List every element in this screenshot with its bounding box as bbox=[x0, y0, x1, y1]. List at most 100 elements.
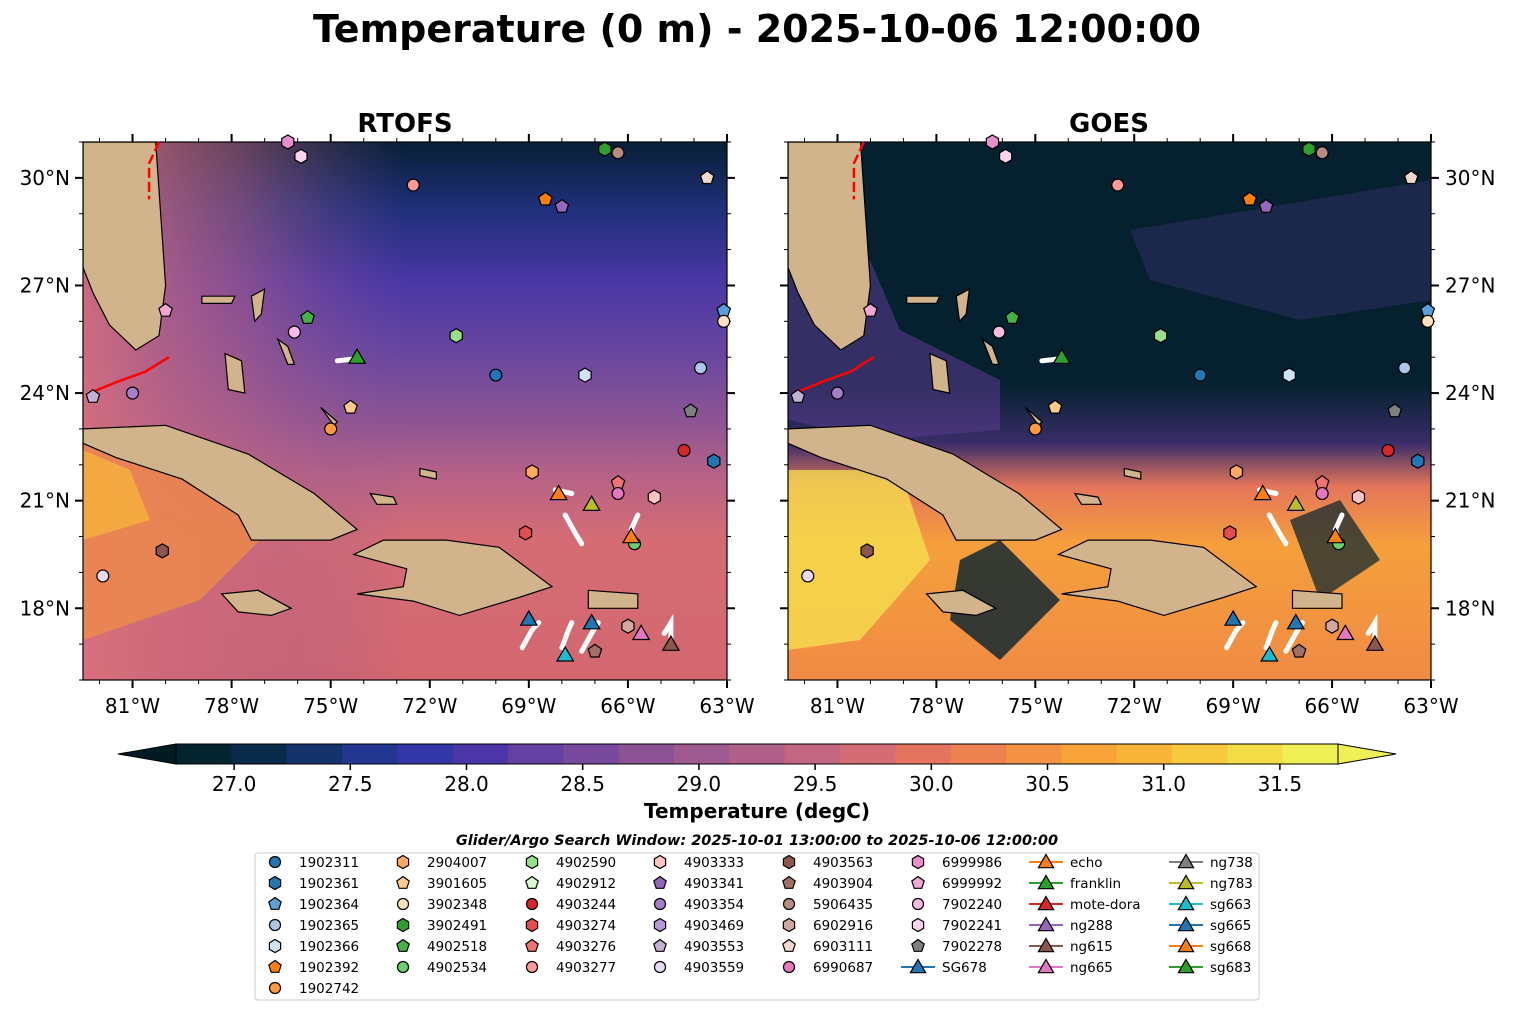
platform-marker-echo bbox=[1253, 484, 1273, 501]
land-long-island bbox=[1024, 406, 1043, 427]
legend-label: 4903333 bbox=[684, 855, 744, 871]
land-andros bbox=[224, 352, 246, 394]
land-turks bbox=[1123, 467, 1142, 480]
goes-y-tick-labels: 30°N 27°N 24°N 21°N 18°N bbox=[1445, 166, 1495, 620]
legend-marker-1902392 bbox=[268, 959, 282, 973]
platform-marker-1902311 bbox=[1193, 368, 1207, 382]
legend-label: sg683 bbox=[1210, 960, 1251, 976]
y-tick-label: 18°N bbox=[20, 596, 70, 620]
legend-marker-1902311 bbox=[268, 855, 282, 869]
colorbar-segment bbox=[563, 744, 620, 764]
glider-track bbox=[559, 620, 575, 651]
platform-marker-4903354 bbox=[830, 386, 845, 400]
legend-marker-1902742 bbox=[268, 981, 282, 995]
land-turks bbox=[419, 467, 437, 480]
platform-marker-5906435 bbox=[611, 146, 625, 160]
y-tick-label: 30°N bbox=[1445, 166, 1495, 190]
legend-label: 4903354 bbox=[684, 897, 744, 913]
legend-label: 4902912 bbox=[556, 876, 616, 892]
platform-marker-1902742 bbox=[324, 422, 338, 436]
glider-track bbox=[1263, 620, 1279, 651]
legend-label: ng738 bbox=[1210, 855, 1253, 871]
x-tick-label: 66°W bbox=[1304, 694, 1359, 718]
legend-label: 4903469 bbox=[684, 918, 744, 934]
colorbar-segment bbox=[1227, 744, 1284, 764]
land-cuba bbox=[83, 424, 359, 541]
platform-marker-1902392 bbox=[1242, 191, 1258, 206]
legend-label: 3901605 bbox=[427, 876, 487, 892]
legend-label: 1902366 bbox=[299, 939, 359, 955]
colorbar-tick-label: 29.0 bbox=[677, 772, 722, 796]
colorbar-segment bbox=[784, 744, 841, 764]
land-inagua bbox=[1073, 492, 1103, 505]
platform-marker-5906435 bbox=[1315, 146, 1329, 160]
figure-title: Temperature (0 m) - 2025-10-06 12:00:00 bbox=[313, 7, 1201, 51]
glider-track bbox=[1266, 512, 1289, 547]
land-andros bbox=[929, 352, 951, 394]
legend-label: 4903904 bbox=[813, 876, 873, 892]
x-tick-label: 66°W bbox=[600, 694, 655, 718]
platform-marker-6903111 bbox=[1403, 170, 1419, 185]
legend-marker-4903341 bbox=[653, 875, 667, 889]
legend-label: sg665 bbox=[1210, 918, 1251, 934]
legend-marker-sg663 bbox=[1177, 895, 1195, 911]
colorbar-segment bbox=[286, 744, 343, 764]
rtofs-y-tick-labels: 30°N 27°N 24°N 21°N 18°N bbox=[20, 166, 70, 620]
platform-marker-4903333 bbox=[647, 489, 661, 505]
legend-label: 4903276 bbox=[556, 939, 616, 955]
legend-marker-6902916 bbox=[782, 917, 796, 933]
land-inagua bbox=[369, 492, 398, 505]
land-hispaniola bbox=[1056, 539, 1258, 617]
legend-label: 1902364 bbox=[299, 897, 359, 913]
glider-track bbox=[661, 613, 674, 643]
platform-marker-ng615 bbox=[1365, 634, 1385, 651]
goes-platform-markers bbox=[790, 134, 1436, 662]
x-tick-label: 78°W bbox=[909, 694, 964, 718]
platform-marker-1902361 bbox=[1411, 453, 1425, 469]
legend-label: 6903111 bbox=[813, 939, 873, 955]
platform-marker-7902240 bbox=[287, 325, 301, 339]
colorbar-tick-label: 28.5 bbox=[560, 772, 605, 796]
platform-marker-4902518 bbox=[300, 309, 315, 324]
legend-marker-4902912 bbox=[525, 875, 539, 889]
x-tick-label: 81°W bbox=[105, 694, 160, 718]
legend-marker-4903354 bbox=[653, 897, 667, 911]
legend-marker-6990687 bbox=[782, 960, 796, 974]
platform-marker-echo bbox=[549, 484, 568, 501]
land-puerto-rico bbox=[1291, 589, 1343, 609]
platform-marker-4903553 bbox=[85, 388, 101, 403]
legend-box bbox=[254, 852, 1260, 1001]
legend-marker-sg683 bbox=[1177, 958, 1195, 974]
colorbar-segment bbox=[729, 744, 786, 764]
legend-entries: 1902311 1902361 1902364 1902365 1902366 19023… bbox=[268, 853, 1253, 997]
legend-label: 4903277 bbox=[556, 960, 616, 976]
x-tick-label: 72°W bbox=[1107, 694, 1162, 718]
colorbar-segment bbox=[176, 744, 232, 764]
legend-marker-4902518 bbox=[396, 938, 410, 952]
platform-marker-ng665 bbox=[1336, 624, 1355, 641]
legend-marker-4902590 bbox=[525, 854, 539, 870]
legend-label: 7902241 bbox=[942, 918, 1002, 934]
platform-marker-4902518 bbox=[1004, 309, 1020, 324]
platform-marker-7902278 bbox=[1387, 403, 1403, 418]
y-tick-label: 21°N bbox=[1445, 489, 1495, 513]
platform-marker-7902278 bbox=[683, 403, 699, 418]
legend-label: 1902392 bbox=[299, 960, 359, 976]
platform-marker-2904007 bbox=[525, 464, 539, 480]
land-jamaica bbox=[925, 589, 998, 617]
platform-marker-7902241 bbox=[294, 148, 308, 164]
colorbar-extend-high bbox=[1337, 743, 1397, 765]
legend-label: 4903553 bbox=[684, 939, 744, 955]
land-hispaniola bbox=[352, 539, 554, 617]
platform-marker-3902348 bbox=[717, 314, 731, 328]
colorbar-segment bbox=[674, 744, 730, 764]
legend-label: 1902365 bbox=[299, 918, 359, 934]
platform-marker-ng783 bbox=[582, 495, 601, 511]
platform-marker-6999992 bbox=[158, 302, 173, 317]
land-abaco bbox=[955, 288, 971, 323]
legend-marker-ng665 bbox=[1037, 958, 1055, 974]
platform-marker-3902491 bbox=[1302, 141, 1316, 157]
legend-label: 4903341 bbox=[684, 876, 744, 892]
colorbar-segment bbox=[231, 744, 288, 764]
platform-marker-6990687 bbox=[1315, 486, 1329, 501]
